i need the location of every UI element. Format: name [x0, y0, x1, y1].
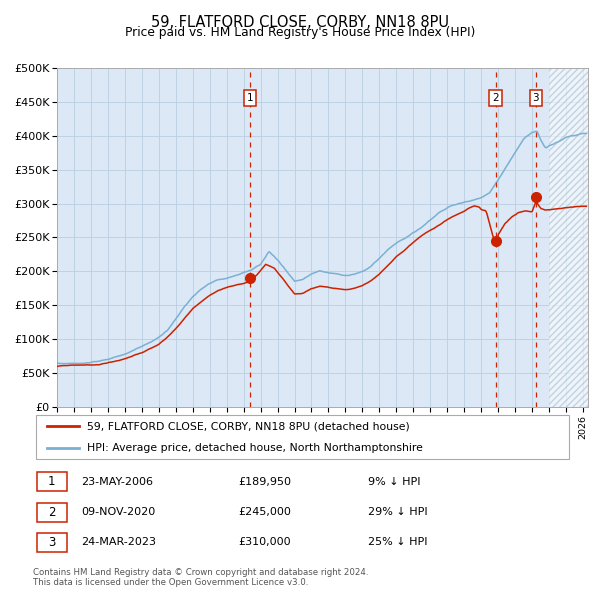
Text: 2: 2 — [493, 93, 499, 103]
Text: 9% ↓ HPI: 9% ↓ HPI — [368, 477, 420, 487]
Text: Price paid vs. HM Land Registry's House Price Index (HPI): Price paid vs. HM Land Registry's House … — [125, 26, 475, 39]
Text: £189,950: £189,950 — [238, 477, 291, 487]
Text: 3: 3 — [48, 536, 56, 549]
Text: 29% ↓ HPI: 29% ↓ HPI — [368, 507, 427, 517]
Text: This data is licensed under the Open Government Licence v3.0.: This data is licensed under the Open Gov… — [33, 578, 308, 587]
Text: 59, FLATFORD CLOSE, CORBY, NN18 8PU: 59, FLATFORD CLOSE, CORBY, NN18 8PU — [151, 15, 449, 30]
Text: 2: 2 — [48, 506, 56, 519]
Text: 23-MAY-2006: 23-MAY-2006 — [82, 477, 154, 487]
Text: 1: 1 — [48, 476, 56, 489]
Text: HPI: Average price, detached house, North Northamptonshire: HPI: Average price, detached house, Nort… — [87, 443, 423, 453]
FancyBboxPatch shape — [37, 473, 67, 491]
FancyBboxPatch shape — [36, 415, 569, 460]
FancyBboxPatch shape — [37, 533, 67, 552]
Text: £310,000: £310,000 — [238, 537, 291, 548]
Text: £245,000: £245,000 — [238, 507, 291, 517]
FancyBboxPatch shape — [37, 503, 67, 522]
Text: 24-MAR-2023: 24-MAR-2023 — [82, 537, 157, 548]
Text: 25% ↓ HPI: 25% ↓ HPI — [368, 537, 427, 548]
Text: 09-NOV-2020: 09-NOV-2020 — [82, 507, 156, 517]
Text: 1: 1 — [247, 93, 253, 103]
Text: Contains HM Land Registry data © Crown copyright and database right 2024.: Contains HM Land Registry data © Crown c… — [33, 568, 368, 576]
Text: 59, FLATFORD CLOSE, CORBY, NN18 8PU (detached house): 59, FLATFORD CLOSE, CORBY, NN18 8PU (det… — [87, 421, 410, 431]
Bar — [549, 68, 588, 407]
Text: 3: 3 — [533, 93, 539, 103]
